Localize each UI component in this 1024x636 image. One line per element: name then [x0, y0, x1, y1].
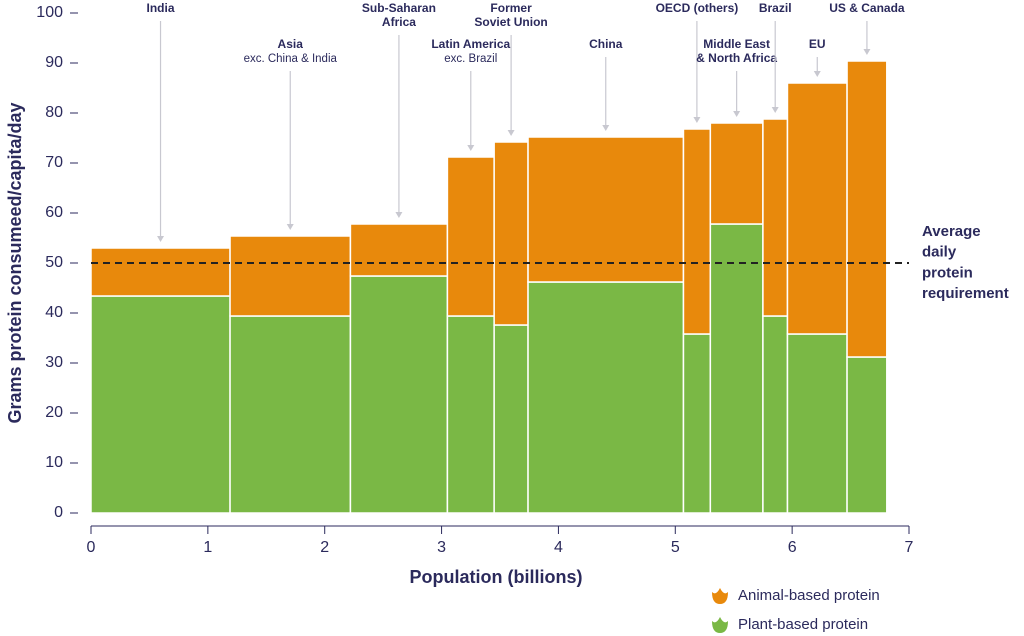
arrow-head [286, 224, 294, 230]
bar-segment [786, 333, 848, 514]
bar-segment [527, 136, 685, 283]
bar-segment [786, 82, 848, 335]
arrow-head [863, 49, 871, 55]
bar-segment [762, 118, 789, 317]
legend-icon [712, 588, 728, 604]
reference-label: requirement [922, 285, 1009, 302]
reference-label: Average [922, 223, 981, 240]
y-tick-label: 60 [45, 204, 63, 221]
bar-segment [709, 122, 764, 225]
y-tick-label: 70 [45, 154, 63, 171]
arrow-head [507, 130, 515, 136]
bar-segment [446, 156, 495, 317]
y-tick-label: 50 [45, 254, 63, 271]
arrow-head [813, 71, 821, 77]
bar-segment [493, 141, 529, 326]
category-label: EU [809, 37, 826, 51]
category-label: Latin America [431, 37, 510, 51]
bar-segment [349, 275, 449, 514]
bar-segment [846, 356, 888, 514]
bar-segment [229, 235, 352, 317]
category-label: Africa [382, 15, 416, 29]
category-label: & North Africa [696, 51, 777, 65]
bar-segment [349, 223, 449, 277]
legend-icon [712, 617, 728, 633]
bar-segment [682, 128, 712, 335]
bar-segment [527, 281, 685, 514]
y-tick-label: 40 [45, 304, 63, 321]
category-label: Soviet Union [474, 15, 547, 29]
category-label: China [589, 37, 623, 51]
legend-item: Animal-based protein [712, 587, 880, 604]
arrow-head [771, 107, 779, 113]
y-tick-label: 30 [45, 354, 63, 371]
x-tick-label: 0 [87, 539, 96, 556]
bar-segment [846, 60, 888, 358]
bar-segment [493, 324, 529, 514]
y-tick-label: 0 [54, 504, 63, 521]
legend-label: Animal-based protein [738, 587, 880, 604]
category-note: exc. Brazil [444, 53, 497, 65]
y-tick-label: 80 [45, 104, 63, 121]
bar-segment [682, 333, 712, 514]
x-tick-label: 2 [320, 539, 329, 556]
category-label: Middle East [703, 37, 770, 51]
arrow-head [467, 145, 475, 151]
reference-label: protein [922, 264, 973, 281]
category-label: Sub-Saharan [362, 1, 436, 15]
arrow-head [395, 212, 403, 218]
category-label: Brazil [759, 1, 792, 15]
legend-item: Plant-based protein [712, 616, 868, 633]
category-label: OECD (others) [656, 1, 739, 15]
legend-label: Plant-based protein [738, 616, 868, 633]
bar-segment [90, 247, 231, 297]
y-axis-title: Grams protein consumeed/capita/day [5, 102, 25, 423]
x-tick-label: 7 [905, 539, 914, 556]
x-tick-label: 3 [437, 539, 446, 556]
x-tick-label: 1 [203, 539, 212, 556]
arrow-head [733, 111, 741, 117]
arrow-head [693, 117, 701, 123]
x-tick-label: 6 [788, 539, 797, 556]
y-tick-label: 10 [45, 454, 63, 471]
x-axis-title: Population (billions) [410, 567, 583, 587]
bar-segment [709, 223, 764, 514]
bar-segment [229, 315, 352, 514]
bar-segment [446, 315, 495, 514]
y-tick-label: 90 [45, 54, 63, 71]
arrow-head [157, 236, 165, 242]
x-tick-label: 5 [671, 539, 680, 556]
bar-segment [90, 295, 231, 514]
category-label: Asia [278, 37, 304, 51]
y-tick-label: 100 [36, 4, 63, 21]
category-note: exc. China & India [244, 53, 338, 65]
y-tick-label: 20 [45, 404, 63, 421]
reference-label: daily [922, 244, 957, 261]
category-label: US & Canada [829, 1, 905, 15]
category-label: Former [490, 1, 532, 15]
category-label: India [147, 1, 175, 15]
arrow-head [602, 125, 610, 131]
bar-segment [762, 315, 789, 514]
x-tick-label: 4 [554, 539, 563, 556]
